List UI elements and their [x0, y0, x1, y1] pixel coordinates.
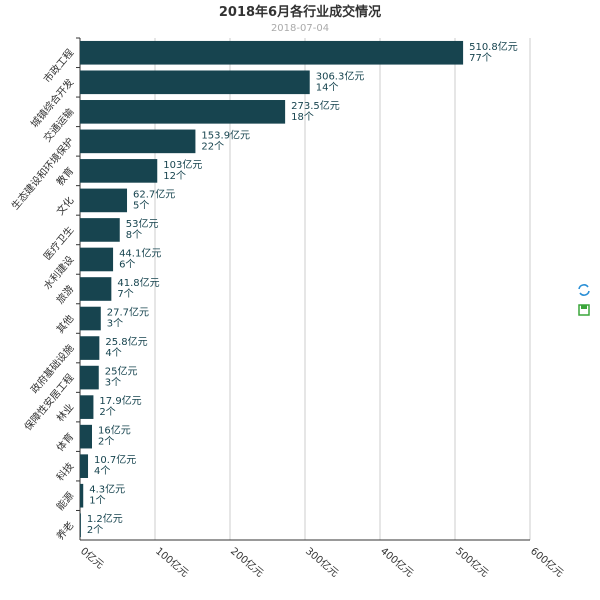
y-tick-label: 市政工程	[41, 46, 77, 85]
y-tick-label: 科技	[53, 460, 76, 484]
x-tick-label: 200亿元	[228, 544, 266, 579]
x-tick-label: 300亿元	[303, 544, 341, 579]
bar	[80, 424, 92, 449]
y-tick-label: 医疗卫生	[41, 224, 77, 263]
count-label: 7个	[117, 288, 133, 300]
bar	[80, 129, 196, 154]
refresh-button[interactable]	[578, 284, 590, 296]
y-tick-label: 旅游	[53, 283, 76, 307]
value-label: 510.8亿元	[469, 40, 518, 53]
count-label: 3个	[105, 377, 121, 389]
value-label: 41.8亿元	[117, 276, 159, 289]
save-button[interactable]	[578, 304, 590, 316]
value-label: 103亿元	[163, 158, 202, 171]
value-label: 62.7亿元	[133, 187, 175, 200]
y-tick-label: 林业	[53, 401, 76, 425]
value-label: 1.2亿元	[87, 512, 123, 525]
value-label: 44.1亿元	[119, 246, 161, 259]
bar	[80, 306, 101, 331]
value-label: 25亿元	[105, 365, 138, 378]
count-label: 2个	[87, 524, 103, 536]
value-label: 53亿元	[126, 217, 159, 230]
count-label: 2个	[99, 406, 115, 418]
y-tick-label: 其他	[53, 312, 76, 336]
y-tick-label: 养老	[53, 519, 76, 543]
bar	[80, 277, 112, 301]
bar	[80, 395, 94, 419]
bar	[80, 100, 286, 124]
count-label: 14个	[316, 81, 339, 93]
bar	[80, 365, 99, 390]
count-label: 2个	[98, 436, 114, 448]
x-tick-label: 500亿元	[453, 544, 491, 579]
value-label: 17.9亿元	[99, 394, 141, 407]
bar	[80, 247, 114, 272]
y-tick-label: 体育	[53, 430, 76, 454]
x-tick-label: 0亿元	[78, 544, 107, 571]
bar	[80, 336, 100, 360]
count-label: 12个	[163, 170, 186, 182]
x-tick-label: 400亿元	[378, 544, 416, 579]
value-label: 4.3亿元	[89, 483, 125, 496]
y-tick-label: 能源	[53, 489, 76, 513]
y-tick-label: 文化	[53, 194, 76, 218]
bar	[80, 70, 310, 95]
value-label: 16亿元	[98, 424, 131, 437]
bar	[80, 218, 120, 242]
value-label: 27.7亿元	[107, 306, 149, 319]
count-label: 4个	[94, 465, 110, 477]
count-label: 5个	[133, 199, 149, 211]
save-icon-part	[581, 305, 587, 309]
value-label: 273.5亿元	[291, 99, 340, 112]
bar	[80, 513, 81, 538]
count-label: 4个	[105, 347, 121, 359]
chart-title: 2018年6月各行业成交情况	[219, 4, 381, 20]
chart-subtitle: 2018-07-04	[271, 23, 329, 34]
bar	[80, 188, 128, 213]
count-label: 3个	[107, 318, 123, 330]
count-label: 1个	[89, 495, 105, 507]
count-label: 22个	[201, 140, 224, 152]
refresh-icon	[578, 284, 590, 296]
bar	[80, 40, 464, 65]
value-label: 10.7亿元	[94, 453, 136, 466]
value-label: 306.3亿元	[316, 69, 365, 82]
count-label: 8个	[126, 229, 142, 241]
value-label: 25.8亿元	[105, 335, 147, 348]
x-tick-label: 600亿元	[528, 544, 566, 579]
x-tick-label: 100亿元	[153, 544, 191, 579]
count-label: 18个	[291, 111, 314, 123]
value-label: 153.9亿元	[201, 128, 250, 141]
count-label: 6个	[119, 258, 135, 270]
bar	[80, 483, 84, 508]
count-label: 77个	[469, 52, 492, 64]
bar	[80, 454, 89, 478]
y-tick-label: 教育	[53, 164, 76, 188]
bar	[80, 159, 158, 183]
